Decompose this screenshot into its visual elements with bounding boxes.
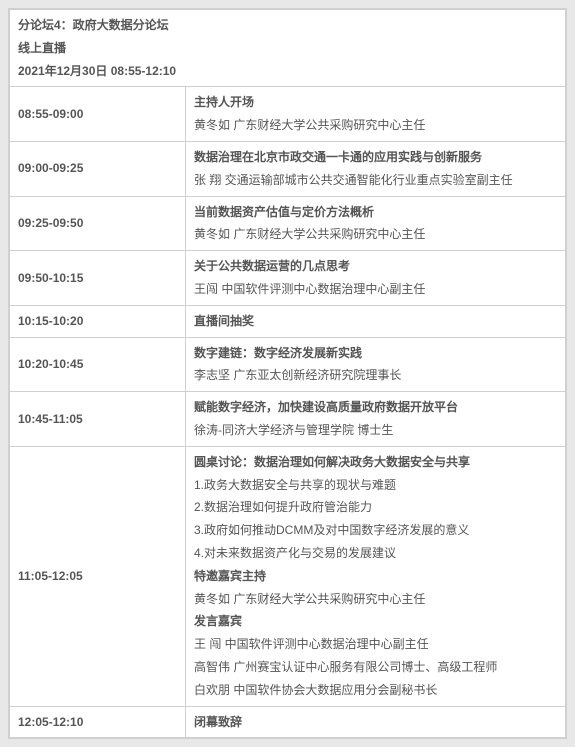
forum-datetime: 2021年12月30日 08:55-12:10 <box>18 60 557 83</box>
time-cell: 08:55-09:00 <box>10 87 186 142</box>
table-row: 09:00-09:25数据治理在北京市政交通一卡通的应用实践与创新服务张 翔 交… <box>10 141 566 196</box>
header-cell: 分论坛4：政府大数据分论坛 线上直播 2021年12月30日 08:55-12:… <box>10 10 566 87</box>
table-row: 12:05-12:10 闭幕致辞 <box>10 706 566 738</box>
content-line: 特邀嘉宾主持 <box>194 565 557 588</box>
table-row: 09:50-10:15关于公共数据运营的几点思考王闯 中国软件评测中心数据治理中… <box>10 251 566 306</box>
content-line: 黄冬如 广东财经大学公共采购研究中心主任 <box>194 223 557 246</box>
content-cell: 数据治理在北京市政交通一卡通的应用实践与创新服务张 翔 交通运输部城市公共交通智… <box>186 141 566 196</box>
table-row: 11:05-12:05圆桌讨论：数据治理如何解决政务大数据安全与共享1.政务大数… <box>10 446 566 706</box>
content-cell: 直播间抽奖 <box>186 305 566 337</box>
content-line: 主持人开场 <box>194 91 557 114</box>
time-cell: 10:20-10:45 <box>10 337 186 392</box>
time-cell: 10:15-10:20 <box>10 305 186 337</box>
table-row: 10:20-10:45数字建链：数字经济发展新实践李志坚 广东亚太创新经济研究院… <box>10 337 566 392</box>
content-line: 数据治理在北京市政交通一卡通的应用实践与创新服务 <box>194 146 557 169</box>
content-cell: 数字建链：数字经济发展新实践李志坚 广东亚太创新经济研究院理事长 <box>186 337 566 392</box>
content-cell: 圆桌讨论：数据治理如何解决政务大数据安全与共享1.政务大数据安全与共享的现状与难… <box>186 446 566 706</box>
time-cell: 10:45-11:05 <box>10 392 186 447</box>
content-line: 闭幕致辞 <box>194 711 557 734</box>
content-line: 王闯 中国软件评测中心数据治理中心副主任 <box>194 278 557 301</box>
content-line: 当前数据资产估值与定价方法概析 <box>194 201 557 224</box>
table-row: 08:55-09:00主持人开场黄冬如 广东财经大学公共采购研究中心主任 <box>10 87 566 142</box>
content-line: 直播间抽奖 <box>194 310 557 333</box>
content-line: 李志坚 广东亚太创新经济研究院理事长 <box>194 364 557 387</box>
content-line: 圆桌讨论：数据治理如何解决政务大数据安全与共享 <box>194 451 557 474</box>
content-line: 发言嘉宾 <box>194 610 557 633</box>
time-cell: 09:00-09:25 <box>10 141 186 196</box>
content-line: 2.数据治理如何提升政府管治能力 <box>194 496 557 519</box>
content-cell: 闭幕致辞 <box>186 706 566 738</box>
schedule-table: 分论坛4：政府大数据分论坛 线上直播 2021年12月30日 08:55-12:… <box>9 9 566 738</box>
table-row: 09:25-09:50当前数据资产估值与定价方法概析黄冬如 广东财经大学公共采购… <box>10 196 566 251</box>
content-line: 3.政府如何推动DCMM及对中国数字经济发展的意义 <box>194 519 557 542</box>
time-cell: 11:05-12:05 <box>10 446 186 706</box>
content-line: 张 翔 交通运输部城市公共交通智能化行业重点实验室副主任 <box>194 169 557 192</box>
time-cell: 09:50-10:15 <box>10 251 186 306</box>
content-line: 黄冬如 广东财经大学公共采购研究中心主任 <box>194 114 557 137</box>
content-cell: 赋能数字经济，加快建设高质量政府数据开放平台徐涛-同济大学经济与管理学院 博士生 <box>186 392 566 447</box>
forum-mode: 线上直播 <box>18 37 557 60</box>
content-line: 1.政务大数据安全与共享的现状与难题 <box>194 474 557 497</box>
content-line: 王 闯 中国软件评测中心数据治理中心副主任 <box>194 633 557 656</box>
content-line: 关于公共数据运营的几点思考 <box>194 255 557 278</box>
content-line: 徐涛-同济大学经济与管理学院 博士生 <box>194 419 557 442</box>
content-line: 高智伟 广州赛宝认证中心服务有限公司博士、高级工程师 <box>194 656 557 679</box>
schedule-sheet: 分论坛4：政府大数据分论坛 线上直播 2021年12月30日 08:55-12:… <box>8 8 567 739</box>
time-cell: 12:05-12:10 <box>10 706 186 738</box>
content-cell: 关于公共数据运营的几点思考王闯 中国软件评测中心数据治理中心副主任 <box>186 251 566 306</box>
table-row: 10:15-10:20 直播间抽奖 <box>10 305 566 337</box>
header-row: 分论坛4：政府大数据分论坛 线上直播 2021年12月30日 08:55-12:… <box>10 10 566 87</box>
content-line: 4.对未来数据资产化与交易的发展建议 <box>194 542 557 565</box>
content-cell: 当前数据资产估值与定价方法概析黄冬如 广东财经大学公共采购研究中心主任 <box>186 196 566 251</box>
content-line: 黄冬如 广东财经大学公共采购研究中心主任 <box>194 588 557 611</box>
content-line: 赋能数字经济，加快建设高质量政府数据开放平台 <box>194 396 557 419</box>
content-cell: 主持人开场黄冬如 广东财经大学公共采购研究中心主任 <box>186 87 566 142</box>
time-cell: 09:25-09:50 <box>10 196 186 251</box>
content-line: 数字建链：数字经济发展新实践 <box>194 342 557 365</box>
content-line: 白欢朋 中国软件协会大数据应用分会副秘书长 <box>194 679 557 702</box>
table-row: 10:45-11:05赋能数字经济，加快建设高质量政府数据开放平台徐涛-同济大学… <box>10 392 566 447</box>
forum-title: 分论坛4：政府大数据分论坛 <box>18 14 557 37</box>
